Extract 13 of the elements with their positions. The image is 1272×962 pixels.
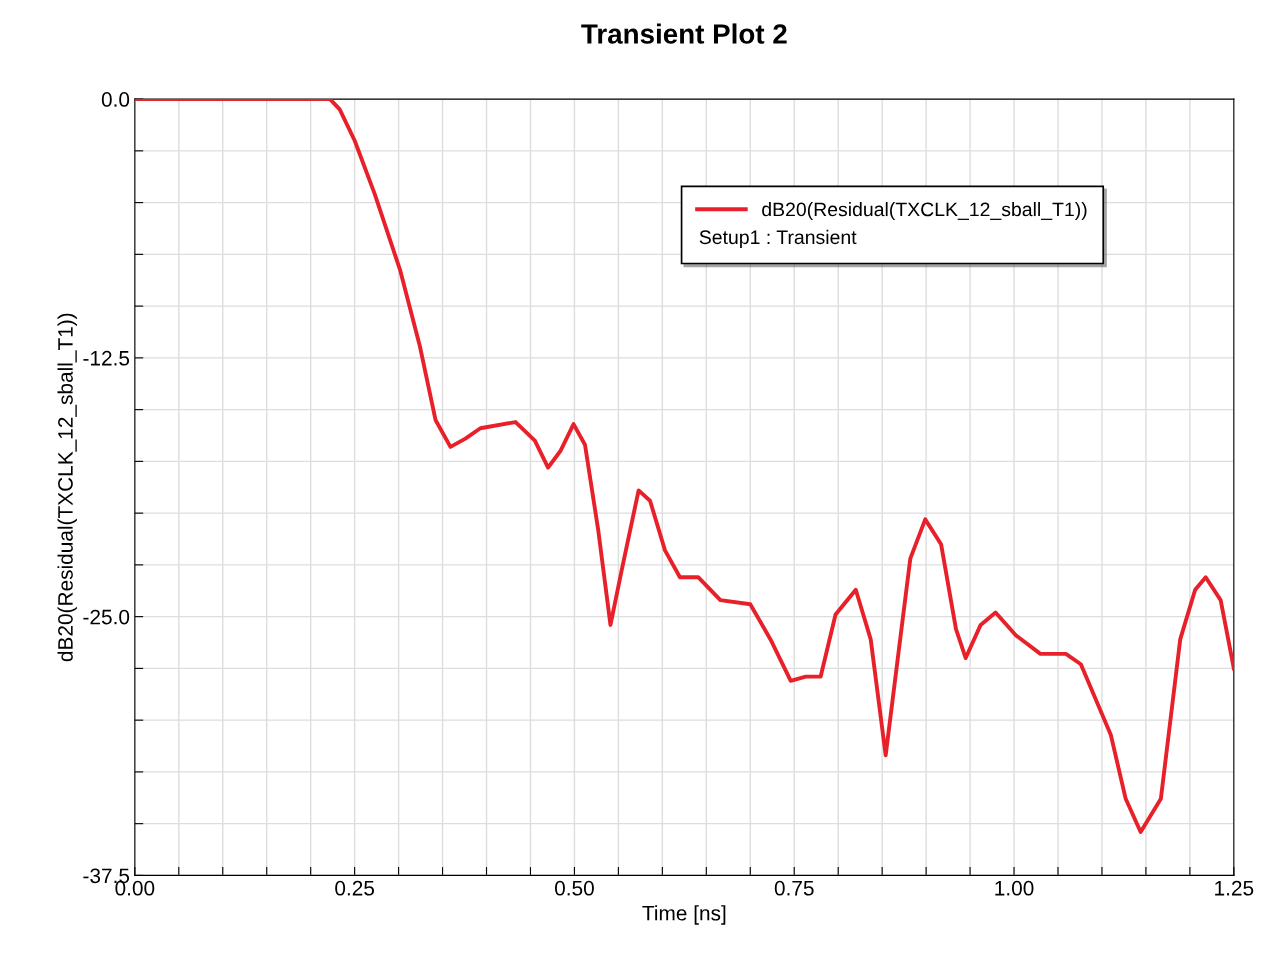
legend-label: dB20(Residual(TXCLK_12_sball_T1)) [762, 202, 1087, 221]
x-tick-label: 1.25 [1215, 880, 1254, 896]
x-tick-label: 0.25 [335, 880, 375, 896]
x-tick-label: 1.00 [995, 880, 1034, 896]
chart-title: Transient Plot 2 [581, 23, 787, 44]
x-tick-label: 0.50 [554, 880, 594, 896]
x-tick-label: 0.75 [774, 880, 814, 896]
y-tick-label: 0.0 [101, 92, 130, 107]
y-tick-label: -25.0 [83, 609, 130, 625]
y-tick-label: -12.5 [83, 350, 130, 366]
x-axis-title: Time [ns] [642, 905, 726, 925]
annotation: Setup1 : Transient [699, 229, 857, 248]
y-axis-title: dB20(Residual(TXCLK_12_sball_T1)) [57, 313, 77, 662]
